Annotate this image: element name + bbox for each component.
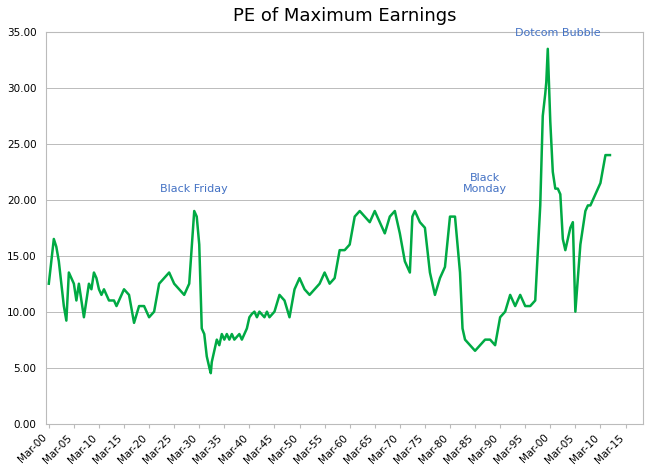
Title: PE of Maximum Earnings: PE of Maximum Earnings <box>233 7 456 25</box>
Text: Black
Monday: Black Monday <box>463 173 507 194</box>
Text: Black Friday: Black Friday <box>161 184 228 194</box>
Text: Dotcom Bubble: Dotcom Bubble <box>515 28 601 38</box>
